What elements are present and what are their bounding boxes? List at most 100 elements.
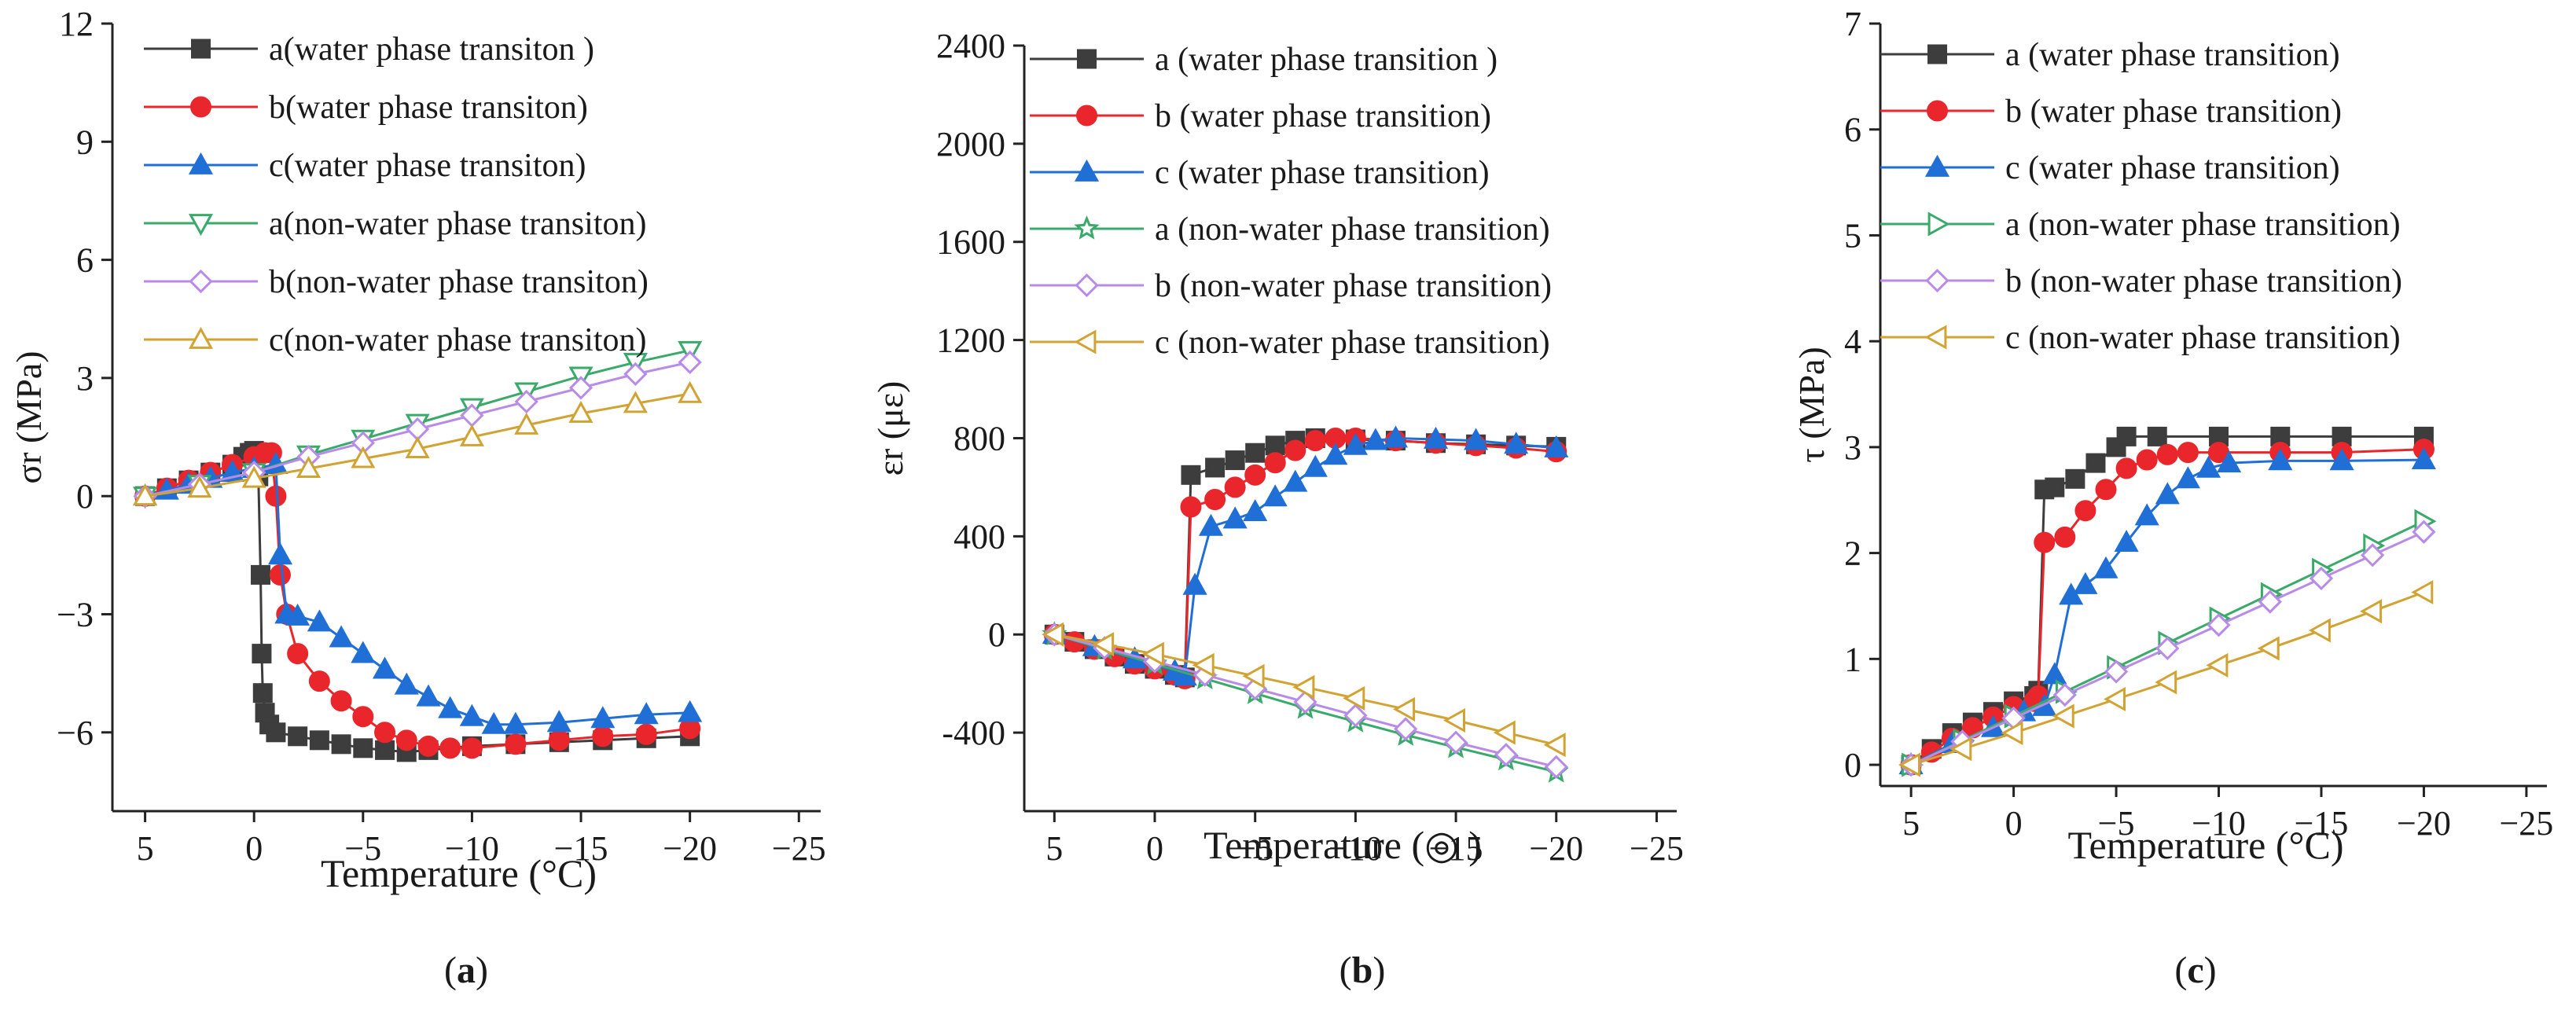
data-point-circle: [1204, 489, 1226, 511]
data-point-triangle-right: [1927, 211, 1950, 237]
data-point-square: [1205, 457, 1226, 478]
x-tick-label: −5: [1237, 829, 1273, 868]
data-point-triangle: [2411, 447, 2436, 469]
x-tick-label: −10: [2192, 804, 2246, 843]
data-point-diamond: [1343, 703, 1368, 728]
y-tick-label: 400: [954, 517, 1005, 556]
caption-close: ): [2204, 949, 2217, 991]
data-point-triangle: [329, 625, 354, 648]
series-a-5: [133, 380, 703, 506]
y-axis-label: σr (MPa): [9, 351, 49, 483]
data-point-square: [1245, 443, 1266, 463]
x-axis-label: Temperature (°C): [2067, 823, 2343, 867]
data-point-triangle: [2042, 662, 2067, 685]
data-point-triangle-left: [1192, 652, 1215, 678]
data-point-triangle: [351, 641, 376, 663]
data-point-triangle: [285, 603, 311, 626]
data-point-triangle: [1283, 469, 1308, 492]
x-tick-label: −25: [1630, 829, 1684, 868]
caption-close: ): [1373, 949, 1385, 991]
chart-panel-c: 5 0 −5 −10 −15 −20 −25 0 1 2 3 4 5 6 7 Temperature (°C)…: [1791, 5, 2553, 991]
data-point-triangle: [2175, 466, 2200, 489]
data-point-triangle-left: [2360, 599, 2383, 624]
y-tick-label: 1600: [936, 223, 1005, 262]
data-point-diamond: [1544, 755, 1568, 779]
data-point-circle: [330, 690, 352, 712]
data-point-circle: [2074, 500, 2096, 522]
legend-label: c (non-water phase transition): [2005, 320, 2401, 356]
data-point-diamond: [189, 269, 213, 294]
data-point-circle: [1244, 464, 1266, 486]
data-point-diamond: [1925, 268, 1949, 293]
y-tick-label: 5: [1844, 216, 1861, 255]
data-point-circle: [461, 737, 483, 759]
legend-label: b (non-water phase transition): [1155, 268, 1552, 304]
data-point-triangle: [1198, 513, 1224, 536]
data-point-triangle: [1262, 484, 1288, 507]
chart-panel-a: 5 0 −5 −10 −15 −20 −25 −6 −3 0 3 6 9 12 Temperature (°…: [9, 5, 826, 991]
y-tick-label: 3: [76, 359, 94, 398]
legend-label: c(water phase transiton): [269, 148, 586, 184]
data-point-circle: [374, 722, 396, 744]
data-point-diamond: [2052, 682, 2077, 707]
legend-label: b (non-water phase transition): [2005, 263, 2402, 299]
data-point-circle: [505, 733, 527, 755]
y-tick-label: 0: [1844, 746, 1861, 784]
data-point-square: [1927, 44, 1947, 64]
data-point-triangle: [267, 542, 293, 565]
caption-open: (: [444, 949, 457, 991]
data-point-triangle-left: [1343, 685, 1365, 711]
series-line: [145, 451, 690, 750]
x-tick-label: −5: [2098, 804, 2135, 843]
data-point-diamond: [1075, 273, 1099, 298]
legend-label: b(water phase transiton): [269, 90, 588, 126]
data-point-square: [375, 740, 395, 760]
y-tick-label: 1: [1844, 640, 1861, 678]
x-tick-label: 5: [1045, 829, 1063, 868]
series-b-2: [1042, 425, 1569, 686]
y-axis-label: εr (με): [870, 381, 910, 476]
legend: a (water phase transition ) b (water phas…: [1030, 42, 1552, 361]
legend-label: c (water phase transition): [2005, 150, 2340, 186]
data-point-triangle: [188, 152, 214, 174]
data-point-triangle-left: [2001, 721, 2023, 746]
data-point-circle: [2034, 531, 2056, 553]
data-point-square: [2045, 477, 2065, 498]
x-tick-label: 5: [1902, 804, 1920, 843]
data-point-triangle: [1544, 435, 1569, 457]
legend-label: a (non-water phase transition): [2005, 207, 2401, 243]
x-axis-label: Temperature (◎ ): [1203, 823, 1482, 867]
y-tick-label: 2: [1844, 534, 1861, 573]
data-point-square: [2085, 453, 2106, 473]
y-axis-label: τ (MPa): [1791, 347, 1832, 463]
data-point-triangle: [2155, 482, 2180, 505]
panel-caption: (a): [444, 949, 488, 991]
data-point-square: [251, 564, 271, 585]
y-tick-label: -400: [942, 714, 1005, 752]
data-point-circle: [1180, 496, 1202, 518]
y-tick-label: 4: [1844, 322, 1861, 361]
y-tick-label: 0: [988, 615, 1005, 654]
data-point-triangle: [307, 609, 332, 632]
data-point-triangle-left: [1092, 632, 1115, 657]
data-point-triangle-left: [1898, 752, 1920, 777]
y-tick-label: 2400: [936, 27, 1005, 65]
data-point-triangle-left: [2052, 703, 2074, 729]
data-point-diamond: [2309, 566, 2334, 591]
data-point-circle: [2156, 443, 2178, 465]
caption-letter: c: [2187, 949, 2203, 991]
legend-label: c (non-water phase transition): [1155, 325, 1550, 361]
data-point-circle: [287, 643, 309, 665]
panel-caption: (c): [2174, 949, 2216, 991]
data-point-triangle: [2217, 450, 2242, 472]
data-point-circle: [417, 735, 439, 757]
data-point-circle: [265, 485, 287, 507]
data-point-diamond: [2361, 543, 2385, 567]
data-point-triangle: [1924, 154, 1950, 177]
data-point-triangle-left: [2411, 579, 2434, 605]
data-point-square: [1181, 465, 1201, 485]
legend-label: c (water phase transition): [1155, 155, 1490, 191]
legend-label: a (water phase transition ): [1155, 42, 1497, 78]
data-point-circle: [2054, 526, 2076, 548]
data-point-triangle: [2329, 448, 2354, 471]
